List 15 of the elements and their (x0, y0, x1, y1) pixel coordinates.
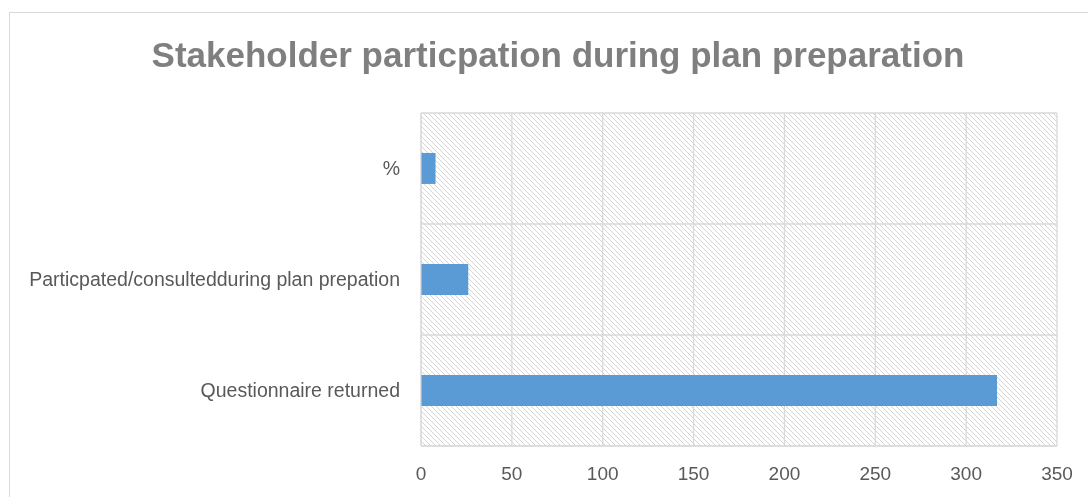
x-tick-label: 200 (768, 463, 801, 485)
x-tick-label: 150 (677, 463, 710, 485)
bar (421, 374, 998, 406)
chart-title: Stakeholder particpation during plan preparation (150, 35, 966, 75)
x-tick-label: 50 (501, 463, 523, 485)
bar (421, 152, 436, 184)
y-tick-label: % (382, 157, 400, 180)
x-tick-label: 350 (1041, 463, 1073, 485)
x-tick-label: 0 (415, 463, 427, 485)
x-tick-label: 250 (859, 463, 892, 485)
x-tick-label: 300 (950, 463, 982, 485)
y-tick-label: Questionnaire returned (200, 379, 400, 402)
x-tick-label: 100 (586, 463, 619, 485)
y-tick-label: Particpated/consultedduring plan prepation (29, 268, 400, 291)
bar (421, 263, 469, 295)
